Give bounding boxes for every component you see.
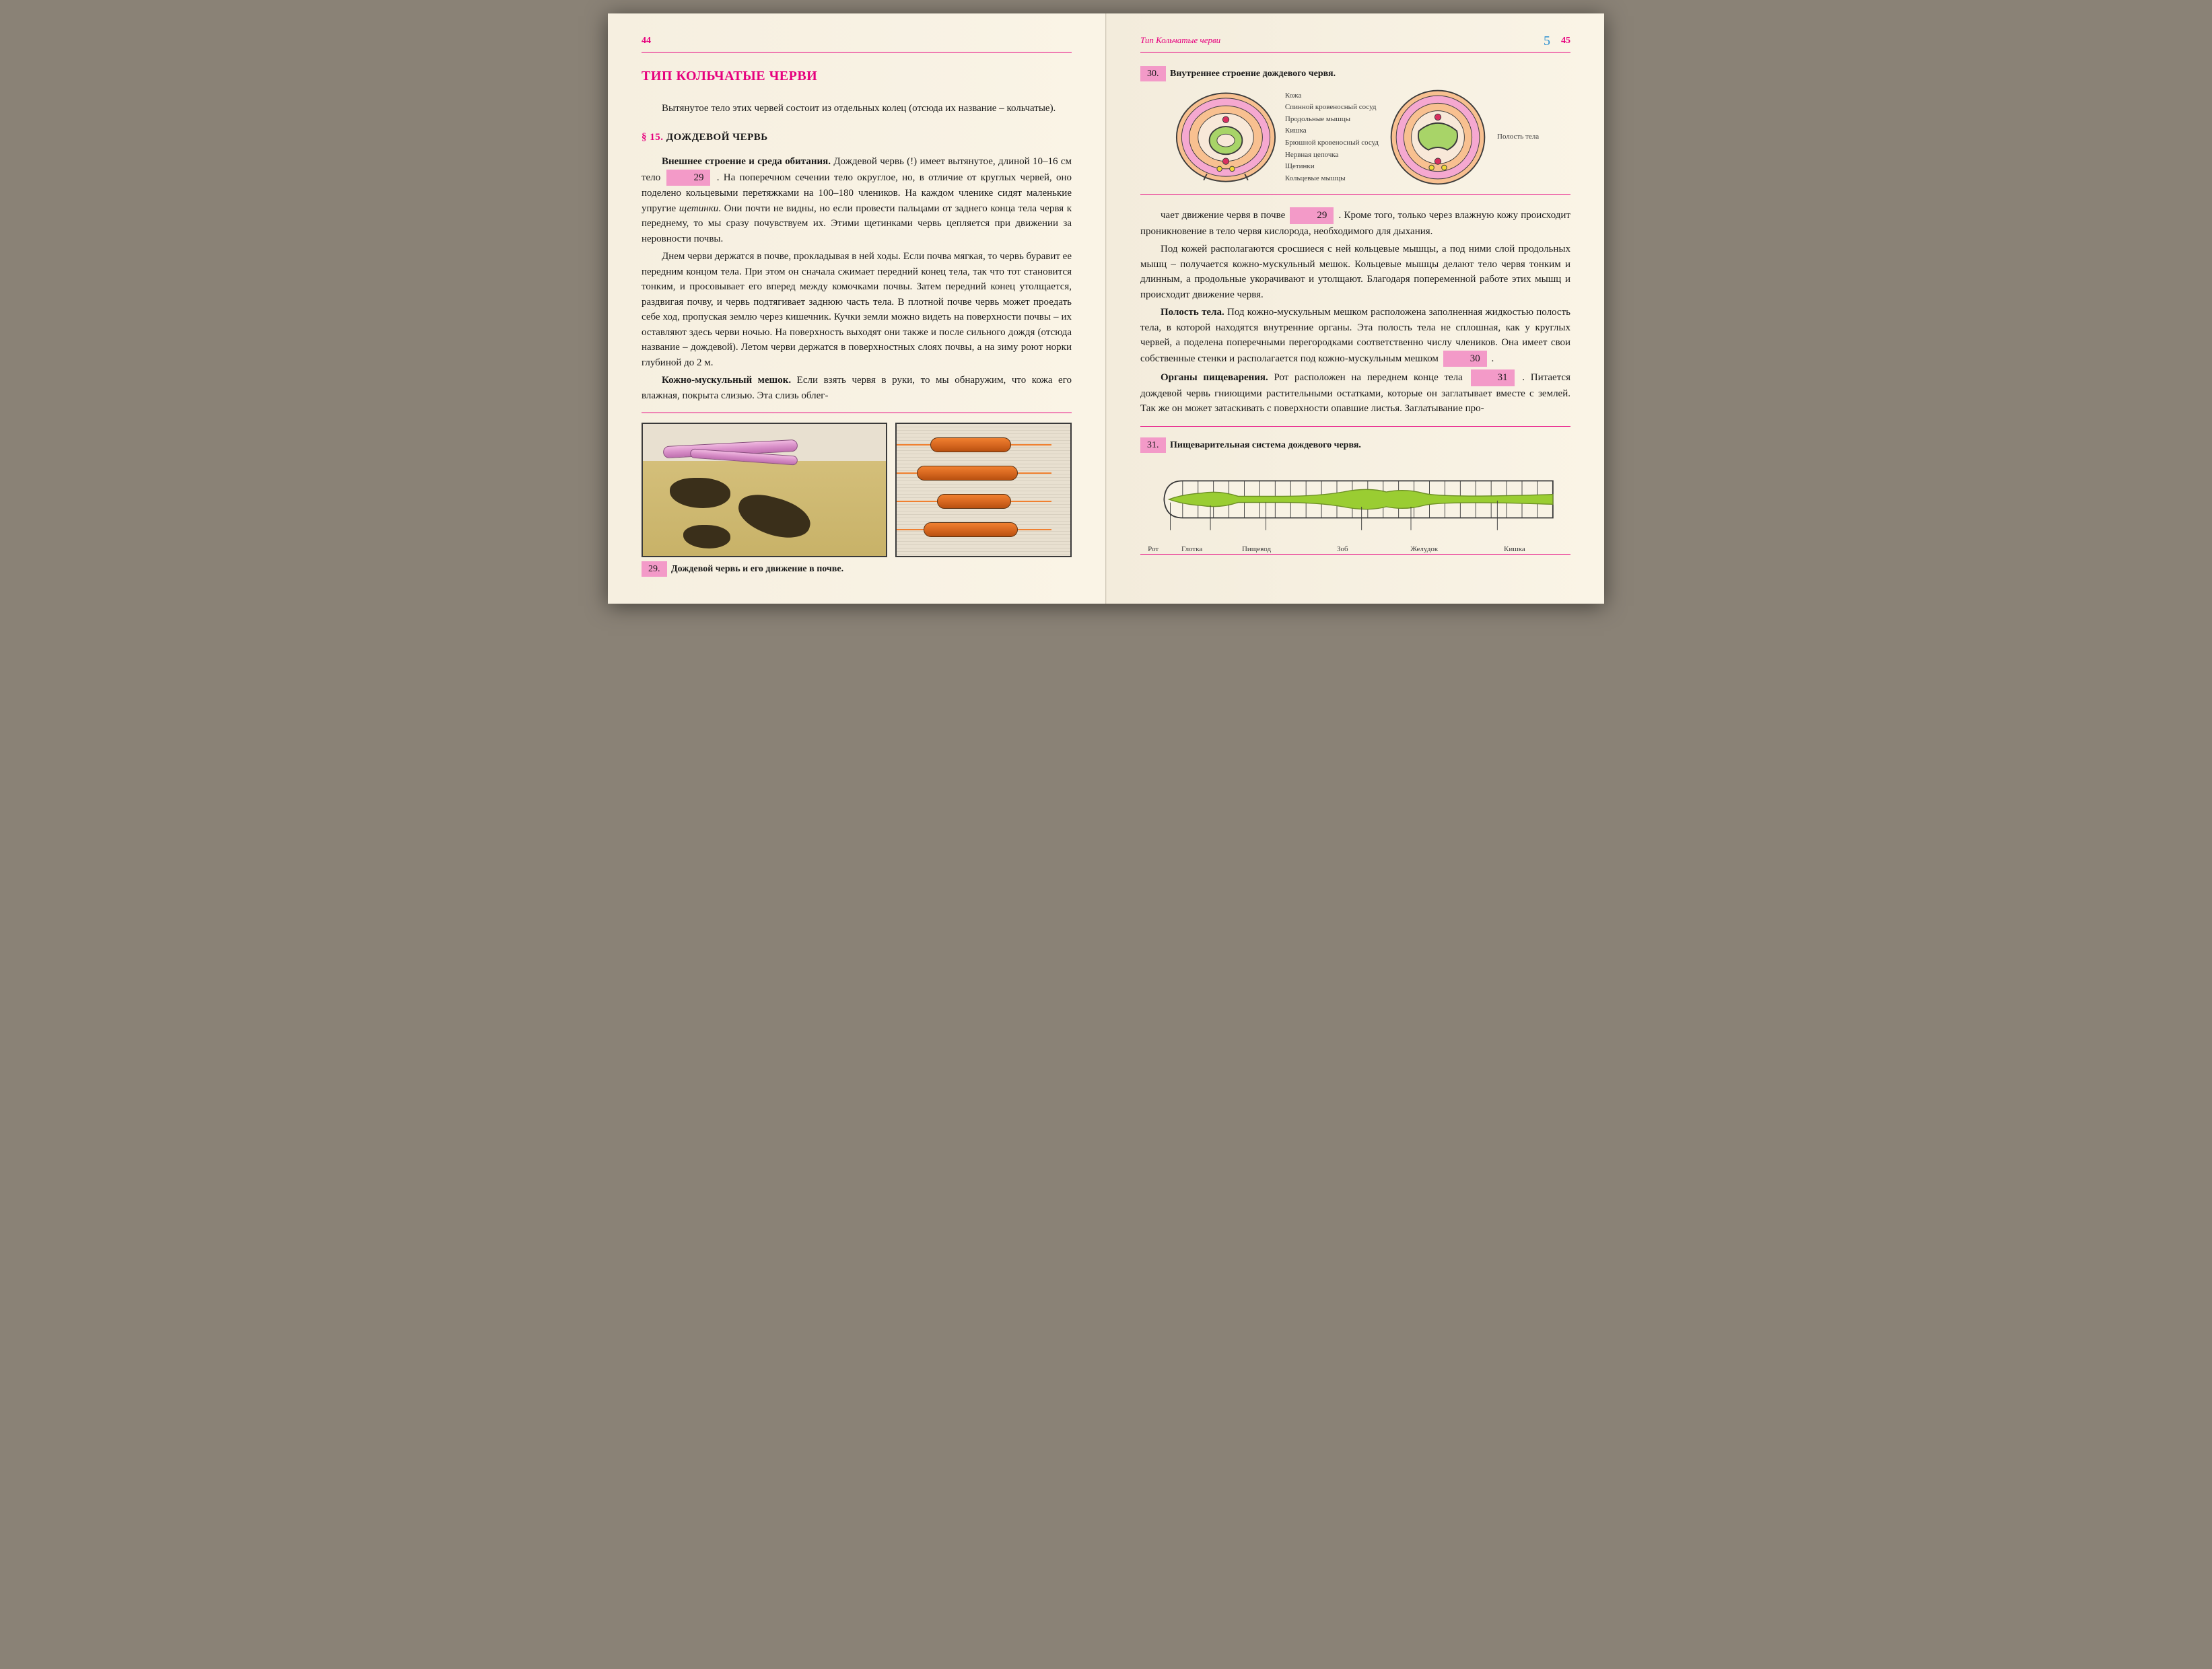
p3-runin: Кожно-мускульный мешок. <box>662 375 797 386</box>
label-shchetinki: Щетинки <box>1285 161 1379 173</box>
paragraph-r1: чает движение червя в почве 29 . Кроме т… <box>1140 207 1570 239</box>
pr3-runin: Полость тела. <box>1161 307 1227 318</box>
figure-ref-29-inline-r: 29 <box>1290 207 1334 224</box>
paragraph-2: Днем черви держатся в почве, прокладывая… <box>642 249 1072 370</box>
paragraph-1: Внешнее строение и среда обитания. Дожде… <box>642 154 1072 246</box>
figure-31: 31. Пищеварительная система дождевого че… <box>1140 426 1570 555</box>
label-kishka: Кишка <box>1459 544 1570 555</box>
p1-italic: щетинки <box>679 203 718 214</box>
cross-section-front <box>1384 87 1492 188</box>
running-header: Тип Кольчатые черви <box>1140 34 1220 48</box>
header-row-left: 44 <box>642 34 1072 52</box>
p1-runin: Внешнее строение и среда обитания. <box>662 156 833 167</box>
chapter-title: ТИП КОЛЬЧАТЫЕ ЧЕРВИ <box>642 66 1072 86</box>
figure-ref-29-inline: 29 <box>666 170 710 186</box>
pr4-b: Рот расположен на переднем конце тела <box>1274 372 1469 383</box>
label-pishevod: Пищевод <box>1218 544 1295 555</box>
label-zob: Зоб <box>1295 544 1390 555</box>
paragraph-3: Кожно-мускульный мешок. Если взять червя… <box>642 373 1072 403</box>
label-prodolnye: Продольные мышцы <box>1285 114 1379 126</box>
worm-line <box>1011 501 1051 502</box>
worm-segment <box>917 466 1018 481</box>
label-nervnaya: Нервная цепочка <box>1285 149 1379 162</box>
figure-31-diagram: Рот Глотка Пищевод Зоб Желудок Кишка <box>1140 462 1570 550</box>
page-left: 44 ТИП КОЛЬЧАТЫЕ ЧЕРВИ Вытянутое тело эт… <box>608 13 1106 604</box>
figure-29-number: 29. <box>642 561 667 577</box>
worm-segment <box>930 437 1011 452</box>
figure-30-labels-right: Полость тела <box>1497 131 1539 143</box>
worm-line <box>897 501 937 502</box>
label-kozha: Кожа <box>1285 90 1379 102</box>
page-right: 5 Тип Кольчатые черви 45 30. Внутреннее … <box>1106 13 1604 604</box>
section-heading: § 15. ДОЖДЕВОЙ ЧЕРВЬ <box>642 130 1072 145</box>
figure-29-illustration-soil <box>642 423 887 557</box>
page-number-right: 45 <box>1561 34 1570 48</box>
label-spinnoi: Спинной кровеносный сосуд <box>1285 102 1379 114</box>
worm-line <box>1018 472 1051 474</box>
figure-ref-31-inline: 31 <box>1471 369 1515 386</box>
worm-line <box>1011 444 1051 446</box>
label-polost: Полость тела <box>1497 131 1539 143</box>
worm-segment <box>924 522 1018 537</box>
label-rot: Рот <box>1140 544 1166 555</box>
figure-29-caption: 29. Дождевой червь и его движение в почв… <box>642 561 1072 577</box>
figure-29 <box>642 413 1072 557</box>
burrow-shape <box>734 489 815 544</box>
worm-line <box>897 529 924 530</box>
figure-29-caption-text: Дождевой червь и его движение в почве. <box>671 564 843 574</box>
cross-section-oblique <box>1172 87 1280 188</box>
page-number-left: 44 <box>642 34 651 48</box>
label-glotka: Глотка <box>1166 544 1218 555</box>
section-number: § 15. <box>642 132 664 143</box>
figure-30-caption: 30. Внутреннее строение дождевого червя. <box>1140 66 1570 81</box>
paragraph-r4: Органы пищеварения. Рот расположен на пе… <box>1140 369 1570 417</box>
label-kishka: Кишка <box>1285 125 1379 137</box>
figure-30-labels-center: Кожа Спинной кровеносный сосуд Продольны… <box>1285 90 1379 185</box>
figure-ref-30-inline: 30 <box>1443 351 1487 367</box>
label-zheludok: Желудок <box>1390 544 1459 555</box>
figure-31-caption: 31. Пищеварительная система дождевого че… <box>1140 437 1570 453</box>
worm-line <box>897 472 917 474</box>
figure-30: 30. Внутреннее строение дождевого червя. <box>1140 66 1570 195</box>
digestive-system-svg <box>1140 462 1570 536</box>
figure-31-number: 31. <box>1140 437 1166 453</box>
handwritten-annotation: 5 <box>1544 31 1550 51</box>
figure-30-diagram: Кожа Спинной кровеносный сосуд Продольны… <box>1140 87 1570 188</box>
worm-line <box>1018 529 1051 530</box>
figure-31-labels: Рот Глотка Пищевод Зоб Желудок Кишка <box>1140 544 1570 555</box>
worm-segment <box>937 494 1011 509</box>
intro-paragraph: Вытянутое тело этих червей состоит из от… <box>642 101 1072 116</box>
label-brushnoi: Брюшной кровеносный сосуд <box>1285 137 1379 149</box>
section-title-text: ДОЖДЕВОЙ ЧЕРВЬ <box>666 132 768 143</box>
figure-30-caption-text: Внутреннее строение дождевого червя. <box>1170 69 1336 79</box>
paragraph-r3: Полость тела. Под кожно-мускульным мешко… <box>1140 305 1570 367</box>
burrow-shape <box>670 478 730 508</box>
figure-29-illustration-movement <box>895 423 1072 557</box>
burrow-shape <box>683 525 730 548</box>
pr1-a: чает движение червя в почве <box>1161 210 1288 221</box>
figure-30-number: 30. <box>1140 66 1166 81</box>
header-row-right: Тип Кольчатые черви 45 <box>1140 34 1570 52</box>
pr3-c: . <box>1489 353 1494 364</box>
book-spread: 44 ТИП КОЛЬЧАТЫЕ ЧЕРВИ Вытянутое тело эт… <box>608 13 1604 604</box>
pr4-runin: Органы пищеварения. <box>1161 372 1274 383</box>
label-koltsevye: Кольцевые мышцы <box>1285 173 1379 185</box>
figure-31-caption-text: Пищеварительная система дождевого червя. <box>1170 440 1361 450</box>
worm-line <box>897 444 930 446</box>
paragraph-r2: Под кожей располагаются сросшиеся с ней … <box>1140 242 1570 302</box>
